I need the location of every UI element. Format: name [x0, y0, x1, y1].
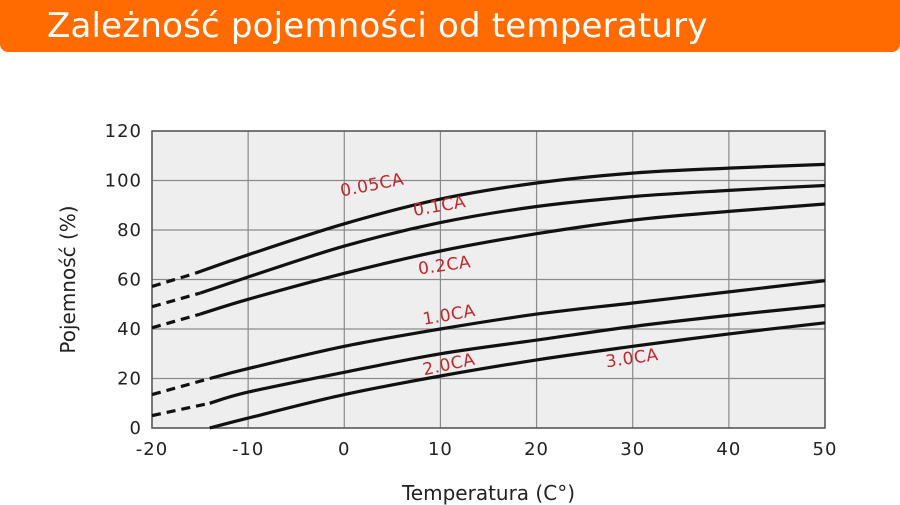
- x-tick-label: -10: [232, 439, 264, 460]
- series-dashed-1-0ca: [151, 376, 211, 397]
- series-dashed-0-05ca: [151, 271, 196, 288]
- plot-frame: [151, 130, 826, 429]
- x-tick-label: 40: [716, 439, 741, 460]
- y-axis-label: Pojemność (%): [56, 205, 80, 353]
- x-axis-label: Temperatura (C°): [401, 481, 575, 505]
- series-line-0-1ca: [199, 183, 826, 295]
- x-tick-label: 30: [620, 439, 645, 460]
- series-line-3-0ca: [209, 321, 826, 430]
- series-dashed-2-0ca: [151, 401, 211, 418]
- y-tick-label: 100: [105, 171, 142, 192]
- x-tick-label: 50: [813, 439, 838, 460]
- x-tick-label: -20: [136, 439, 168, 460]
- y-tick-label: 0: [130, 418, 142, 439]
- x-tick-label: 0: [338, 439, 350, 460]
- y-tick-label: 20: [117, 369, 142, 390]
- series-dashed-0-2ca: [151, 312, 201, 330]
- series-lines: [151, 162, 826, 430]
- axis-ticks: 0 20 40 60 80 100 120 -20 -10 0 10 20 30 40 50: [105, 121, 838, 460]
- series-line-0-05ca: [194, 162, 826, 275]
- y-tick-label: 40: [117, 319, 142, 340]
- series-line-1-0ca: [209, 279, 826, 381]
- y-tick-label: 80: [117, 220, 142, 241]
- x-tick-label: 10: [428, 439, 453, 460]
- y-tick-label: 120: [105, 121, 142, 142]
- series-line-0-2ca: [199, 202, 826, 316]
- page-title: Zależność pojemności od temperatury: [47, 6, 708, 46]
- series-dashed-0-1ca: [151, 291, 201, 309]
- series-line-2-0ca: [209, 303, 826, 405]
- y-tick-label: 60: [117, 270, 142, 291]
- header-bar: Zależność pojemności od temperatury: [0, 0, 900, 52]
- x-tick-label: 20: [524, 439, 549, 460]
